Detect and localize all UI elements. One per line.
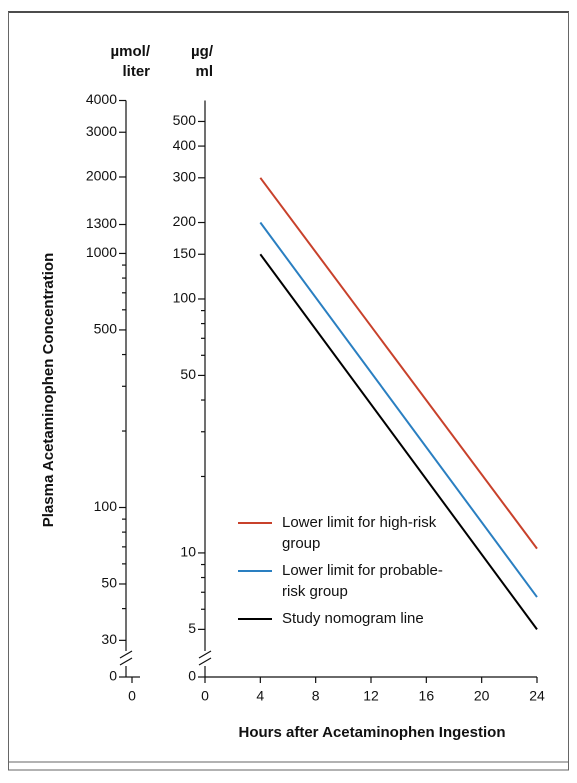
x-tick-label: 16	[419, 688, 435, 704]
axis-break	[119, 650, 133, 659]
y-tick-label: 2000	[86, 168, 117, 184]
frame	[8, 11, 569, 771]
legend-item: Study nomogram line	[238, 608, 478, 629]
legend-swatch	[238, 570, 272, 572]
legend-label: Lower limit for high-risk group	[282, 514, 437, 552]
x-tick-label: 24	[529, 688, 545, 704]
x-tick-label: 8	[312, 688, 320, 704]
legend-label: Lower limit for probable-risk group	[282, 562, 443, 600]
y-tick-label: 1000	[86, 244, 117, 260]
y-tick-label: 0	[188, 668, 196, 684]
y2-unit: liter	[122, 63, 150, 80]
y-tick-label: 200	[173, 213, 197, 229]
axis-break	[198, 650, 212, 659]
legend-swatch	[238, 618, 272, 620]
y-tick-label: 50	[101, 575, 117, 591]
y-tick-label: 4000	[86, 91, 117, 107]
y-tick-label: 10	[180, 544, 196, 560]
y-tick-label: 500	[173, 112, 197, 128]
y2-unit: µmol/	[111, 43, 151, 60]
x-tick-label: 12	[363, 688, 379, 704]
y-tick-label: 150	[173, 245, 197, 261]
y-tick-label: 3000	[86, 123, 117, 139]
y-tick-label: 5	[188, 620, 196, 636]
y-unit: ml	[195, 63, 213, 80]
y-unit: µg/	[191, 43, 214, 60]
series-line	[259, 177, 538, 550]
x-title: Hours after Acetaminophen Ingestion	[239, 724, 506, 741]
x-tick-label: 0	[201, 688, 209, 704]
legend: Lower limit for high-risk group Lower lim…	[238, 512, 478, 635]
y-tick-label: 1300	[86, 215, 117, 231]
legend-label: Study nomogram line	[282, 610, 424, 627]
y-tick-label: 50	[180, 366, 196, 382]
y-tick-label: 300	[173, 169, 197, 185]
x-tick-label: 4	[256, 688, 264, 704]
y-tick-label: 0	[109, 668, 117, 684]
legend-item: Lower limit for probable-risk group	[238, 560, 478, 602]
y-tick-label: 30	[101, 631, 117, 647]
y-tick-label: 100	[94, 498, 118, 514]
legend-swatch	[238, 522, 272, 524]
legend-item: Lower limit for high-risk group	[238, 512, 478, 554]
series-line	[259, 221, 538, 598]
y-title: Plasma Acetaminophen Concentration	[40, 253, 57, 528]
axis-break	[198, 657, 212, 666]
x2-tick-label: 0	[128, 688, 136, 704]
y-tick-label: 500	[94, 321, 118, 337]
axis-break	[119, 657, 133, 666]
series-line	[259, 253, 538, 630]
x-tick-label: 20	[474, 688, 490, 704]
y-tick-label: 100	[173, 290, 197, 306]
y-tick-label: 400	[173, 137, 197, 153]
